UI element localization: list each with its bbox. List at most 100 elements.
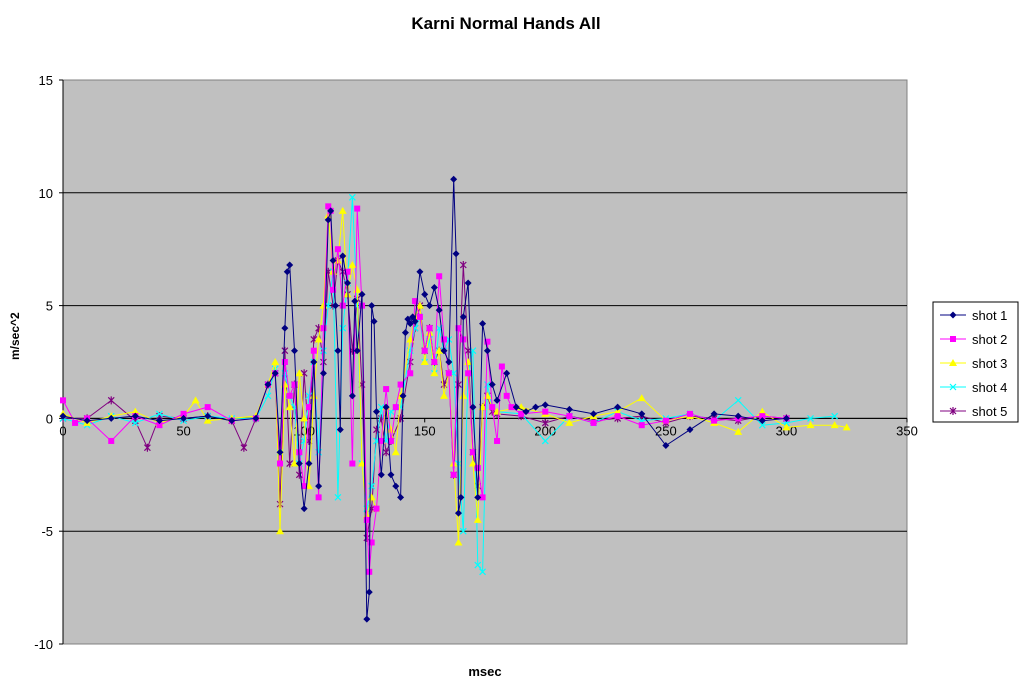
data-point	[131, 407, 140, 415]
legend-item: shot 4	[940, 380, 1007, 395]
data-point	[399, 392, 407, 400]
data-point	[363, 516, 370, 523]
data-point	[430, 369, 439, 377]
x-tick-label: 50	[176, 423, 190, 438]
data-point	[426, 325, 433, 332]
data-point	[391, 448, 400, 456]
series-group	[59, 175, 851, 623]
legend-label: shot 1	[972, 308, 1007, 323]
data-point	[949, 311, 957, 319]
data-point	[565, 418, 574, 426]
legend-label: shot 4	[972, 380, 1007, 395]
data-point	[305, 460, 313, 468]
data-point	[465, 370, 472, 377]
data-point	[372, 408, 380, 416]
data-point	[339, 252, 347, 260]
data-point	[411, 317, 419, 325]
data-point	[493, 396, 501, 404]
data-point	[324, 216, 332, 224]
data-point	[252, 414, 260, 422]
data-point	[686, 426, 694, 434]
data-point	[473, 515, 482, 523]
data-point	[276, 500, 284, 509]
data-point	[459, 260, 467, 269]
data-point	[320, 325, 327, 332]
data-point	[469, 449, 476, 456]
data-point	[637, 394, 646, 402]
data-point	[368, 539, 375, 546]
data-point	[401, 329, 409, 337]
data-point	[281, 359, 288, 365]
data-point	[483, 347, 491, 355]
data-point	[397, 381, 404, 388]
data-point	[276, 527, 285, 535]
x-tick-label: 350	[896, 423, 918, 438]
legend-label: shot 5	[972, 404, 1007, 419]
data-point	[264, 381, 272, 389]
data-point	[479, 568, 487, 576]
data-point	[331, 302, 339, 310]
data-point	[590, 410, 598, 418]
data-point	[464, 279, 472, 287]
data-point	[445, 358, 453, 366]
data-point	[474, 465, 481, 472]
data-point	[459, 391, 468, 399]
data-point	[416, 313, 423, 320]
data-point	[541, 437, 549, 445]
data-point	[489, 404, 496, 411]
data-point	[387, 437, 394, 444]
data-point	[614, 403, 622, 411]
data-point	[143, 443, 151, 452]
y-tick-label: 10	[39, 186, 53, 201]
y-tick-label: 5	[46, 299, 53, 314]
data-point	[325, 203, 332, 210]
data-point	[349, 460, 356, 467]
data-point	[426, 302, 434, 310]
data-point	[421, 290, 429, 298]
data-point	[373, 505, 380, 512]
data-point	[383, 386, 390, 393]
data-point	[348, 392, 356, 400]
data-point	[180, 414, 188, 422]
legend: shot 1 shot 2 shot 3 shot 4 shot 5	[932, 301, 1019, 423]
data-point	[412, 298, 419, 305]
data-point	[455, 325, 462, 332]
data-point	[271, 358, 280, 365]
data-point	[300, 505, 308, 513]
data-point	[464, 358, 473, 365]
data-point	[295, 460, 303, 468]
data-point	[662, 417, 669, 424]
data-point	[392, 482, 400, 490]
data-point	[310, 347, 317, 354]
data-point	[734, 396, 742, 404]
data-point	[156, 410, 163, 418]
data-point	[348, 260, 357, 268]
data-point	[344, 268, 351, 275]
legend-label: shot 2	[972, 332, 1007, 347]
data-point	[228, 417, 236, 425]
data-point	[397, 493, 405, 501]
data-point	[830, 421, 839, 429]
legend-item: shot 3	[940, 356, 1007, 371]
data-point	[314, 335, 323, 343]
data-point	[949, 359, 957, 366]
data-point	[281, 324, 289, 332]
data-point	[354, 205, 361, 212]
data-point	[498, 363, 505, 370]
data-point	[416, 268, 424, 276]
y-tick-label: -10	[34, 637, 53, 652]
data-point	[949, 407, 957, 415]
data-point	[711, 417, 718, 424]
data-point	[522, 408, 530, 416]
data-point	[613, 407, 622, 415]
y-tick-label: 0	[46, 411, 53, 426]
data-point	[782, 414, 790, 422]
legend-box	[932, 301, 1019, 423]
data-point	[59, 412, 67, 420]
data-point	[474, 493, 482, 501]
data-point	[333, 256, 342, 264]
x-tick-label: 0	[59, 423, 66, 438]
data-point	[240, 443, 248, 452]
data-point	[295, 470, 303, 479]
data-point	[542, 408, 549, 415]
